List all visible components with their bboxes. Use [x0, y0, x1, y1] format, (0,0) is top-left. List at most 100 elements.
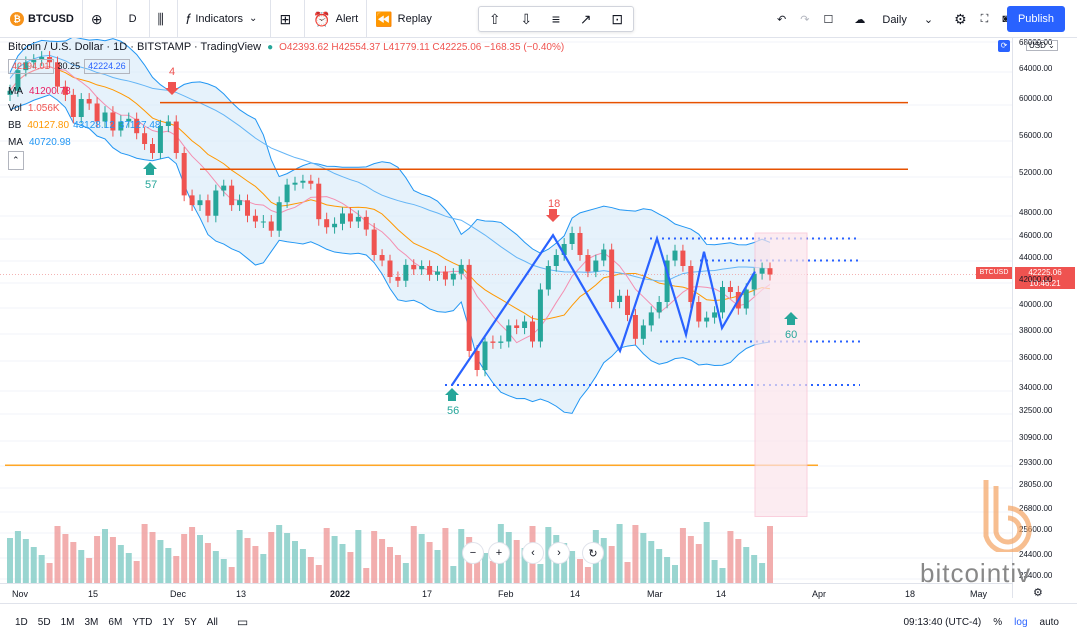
scroll-left-icon[interactable]: ‹ [522, 542, 544, 564]
scroll-right-icon[interactable]: › [548, 542, 570, 564]
range-button-3m[interactable]: 3M [84, 616, 99, 628]
grid-icon: ⊞ [279, 10, 292, 27]
undo-icon[interactable]: ↶ [777, 13, 787, 26]
arrow-up-tool-icon[interactable]: ⇧ [488, 10, 501, 27]
grid-tool-icon[interactable]: ⊡ [611, 10, 624, 27]
bottom-right-controls: 09:13:40 (UTC-4) % log auto [891, 604, 1059, 640]
candle-body [743, 289, 749, 309]
alert-label: Alert [335, 12, 359, 25]
volume-bar [743, 547, 750, 583]
clock-label[interactable]: 09:13:40 (UTC-4) [903, 617, 982, 628]
currency-select[interactable]: USD ⌄ [1026, 40, 1058, 51]
indicators-button[interactable]: 𝑓 Indicators ⌄ [178, 0, 272, 38]
range-button-ytd[interactable]: YTD [132, 616, 153, 628]
pattern-tool-icon[interactable]: ↗ [579, 10, 592, 27]
candle-body [474, 350, 480, 370]
bb-indicator-name[interactable]: BB [8, 120, 22, 131]
candle-body [419, 266, 425, 270]
gear-icon[interactable]: ⚙ [954, 10, 967, 27]
lines-tool-icon[interactable]: ≡ [551, 11, 561, 27]
price-axis-label: 68000.00 [1019, 38, 1053, 47]
volume-bar [204, 543, 211, 583]
range-button-all[interactable]: All [206, 616, 218, 628]
price-chart[interactable] [0, 38, 1012, 583]
volume-bar [54, 526, 61, 583]
price-axis[interactable]: 42225.06 10:46:21 68000.00 64000.00 60000.… [1012, 38, 1077, 598]
volume-bar [86, 558, 93, 583]
vol-indicator-name[interactable]: Vol [8, 103, 22, 114]
volume-bar [767, 526, 773, 583]
arrow-down-tool-icon[interactable]: ⇩ [520, 10, 533, 27]
range-button-1y[interactable]: 1Y [162, 616, 175, 628]
candle-body [62, 86, 68, 95]
camera-icon[interactable]: ◙ [1002, 13, 1010, 25]
candle-body [696, 302, 702, 322]
chart-type-button[interactable]: ⫼ [150, 0, 178, 38]
fullscreen-square-icon[interactable]: ☐ [823, 13, 834, 26]
compare-button[interactable]: ⊕ [83, 0, 117, 38]
range-button-5d[interactable]: 5D [37, 616, 51, 628]
timeframe-selector[interactable]: ☁ Daily ⌄ [847, 13, 940, 26]
zoom-in-icon[interactable]: + [488, 542, 510, 564]
fullscreen-icon[interactable]: ⛶ [980, 12, 989, 25]
percent-toggle[interactable]: % [993, 617, 1003, 628]
zoom-out-icon[interactable]: − [462, 542, 484, 564]
layout-button[interactable]: ⊞ [271, 0, 306, 38]
collapse-legend-icon[interactable]: ⌃ [8, 151, 24, 170]
time-axis-label: Apr [812, 589, 827, 599]
time-axis-label: May [970, 589, 988, 599]
gear-icon[interactable]: ⚙ [1033, 587, 1043, 599]
symbol-label: BTCUSD [28, 12, 74, 25]
candle-body [205, 200, 211, 216]
replay-button[interactable]: ⏪ Replay [367, 0, 440, 38]
candle-body [656, 302, 662, 313]
count-label: 60 [785, 329, 798, 341]
bid-price[interactable]: 42194.01 [8, 59, 54, 74]
range-button-1d[interactable]: 1D [15, 616, 28, 628]
candle-body [704, 317, 710, 322]
sync-icon[interactable]: ⟳ [998, 40, 1010, 52]
volume-bar [268, 532, 275, 583]
time-axis[interactable]: Nov 15 Dec 13 2022 17 Feb 14 Mar 14 Apr 18 May [0, 583, 1012, 603]
price-axis-label: 42000.00 [1019, 275, 1053, 284]
ask-price[interactable]: 42224.26 [84, 59, 130, 74]
candle-body [720, 287, 725, 313]
log-toggle[interactable]: log [1014, 617, 1028, 628]
volume-bar [624, 562, 631, 583]
price-axis-label: 56000.00 [1019, 131, 1053, 140]
candle-body [442, 271, 448, 280]
indicators-label: Indicators [195, 12, 244, 25]
candle-body [363, 216, 369, 230]
range-button-1m[interactable]: 1M [60, 616, 75, 628]
candle-body [411, 264, 417, 270]
ma-indicator-name[interactable]: MA [8, 86, 23, 97]
price-axis-label: 23400.00 [1019, 571, 1053, 580]
candle-body [530, 321, 535, 342]
candle-body [664, 260, 670, 302]
candle-body [593, 260, 599, 272]
ma2-indicator-name[interactable]: MA [8, 137, 23, 148]
symbol-search-button[interactable]: ₿ BTCUSD [0, 0, 83, 38]
range-button-6m[interactable]: 6M [108, 616, 123, 628]
market-status-icon: ● [267, 42, 274, 53]
reset-icon[interactable]: ↻ [582, 542, 604, 564]
candle-body [157, 126, 163, 153]
publish-button[interactable]: Publish [1007, 6, 1065, 32]
calendar-range-icon[interactable]: ▭ [236, 615, 249, 629]
watermark-text: bitcointiv [920, 558, 1032, 588]
candle-body [435, 271, 440, 275]
volume-bar [537, 564, 544, 583]
price-axis-label: 26800.00 [1019, 504, 1053, 513]
volume-bar [672, 565, 678, 583]
range-button-5y[interactable]: 5Y [184, 616, 197, 628]
redo-icon[interactable]: ↷ [800, 13, 810, 26]
auto-toggle[interactable]: auto [1039, 617, 1059, 628]
interval-button[interactable]: D [117, 0, 150, 38]
spread-value: 30.25 [57, 61, 81, 71]
bottom-toolbar: 1D 5D 1M 3M 6M YTD 1Y 5Y All ▭ 09:13:40 (UTC-4) … [0, 603, 1077, 640]
volume-bar [102, 529, 108, 583]
volume-bar [197, 535, 203, 583]
price-axis-label: 64000.00 [1019, 64, 1053, 73]
countdown-value: 10:46:21 [1029, 279, 1061, 288]
alert-button[interactable]: ⏰ Alert [305, 0, 368, 38]
